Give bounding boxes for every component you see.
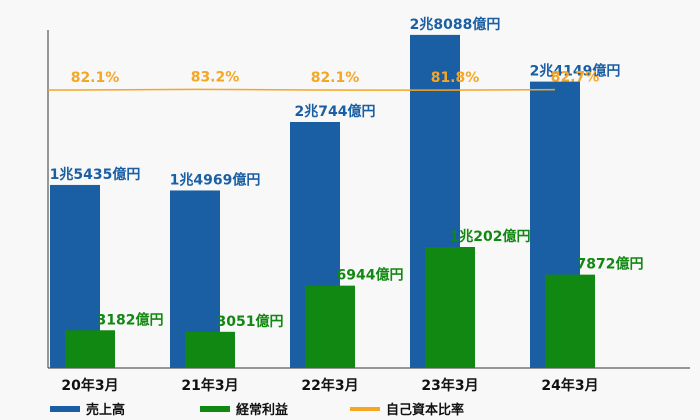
- legend-label-1: 経常利益: [236, 402, 288, 418]
- label-sales-1: 1兆4969億円: [170, 171, 261, 188]
- data-labels: 1兆5435億円 3182億円 82.1% 1兆4969億円 3051億円 83.2% 2兆…: [50, 16, 644, 330]
- ratio-line: [48, 88, 556, 91]
- ratio-line-path: [48, 88, 556, 91]
- label-profit-3: 1兆202億円: [450, 228, 531, 245]
- label-sales-3: 2兆8088億円: [410, 16, 501, 33]
- label-ratio-3: 81.8%: [431, 70, 480, 86]
- label-ratio-4: 82.7%: [551, 70, 600, 86]
- bar-profit-1: [185, 331, 235, 368]
- bar-profit-0: [65, 330, 115, 368]
- label-ratio-0: 82.1%: [71, 70, 120, 86]
- label-ratio-2: 82.1%: [311, 70, 360, 86]
- label-ratio-1: 83.2%: [191, 69, 240, 85]
- label-profit-4: 7872億円: [577, 256, 644, 273]
- x-tick-0: 20年3月: [61, 377, 118, 394]
- bars: [50, 34, 595, 369]
- x-ticks: 20年3月 21年3月 22年3月 23年3月 24年3月: [61, 377, 598, 394]
- legend-swatch-0: [50, 406, 80, 412]
- bar-profit-2: [305, 285, 355, 368]
- legend-label-2: 自己資本比率: [386, 402, 464, 418]
- x-tick-1: 21年3月: [181, 377, 238, 394]
- x-tick-4: 24年3月: [541, 377, 598, 394]
- legend: 売上高 経常利益 自己資本比率: [50, 402, 464, 418]
- label-profit-2: 6944億円: [337, 267, 404, 284]
- legend-swatch-2: [350, 407, 380, 411]
- bar-profit-3: [425, 247, 475, 368]
- label-sales-4: 2兆4149億円: [530, 63, 621, 80]
- label-profit-0: 3182億円: [97, 311, 164, 328]
- x-tick-2: 22年3月: [301, 377, 358, 394]
- legend-label-0: 売上高: [86, 402, 125, 418]
- label-sales-2: 2兆744億円: [295, 103, 376, 120]
- bar-profit-4: [545, 274, 595, 368]
- label-profit-1: 3051億円: [217, 313, 284, 330]
- label-sales-0: 1兆5435億円: [50, 166, 141, 183]
- legend-swatch-1: [200, 406, 230, 412]
- x-tick-3: 23年3月: [421, 377, 478, 394]
